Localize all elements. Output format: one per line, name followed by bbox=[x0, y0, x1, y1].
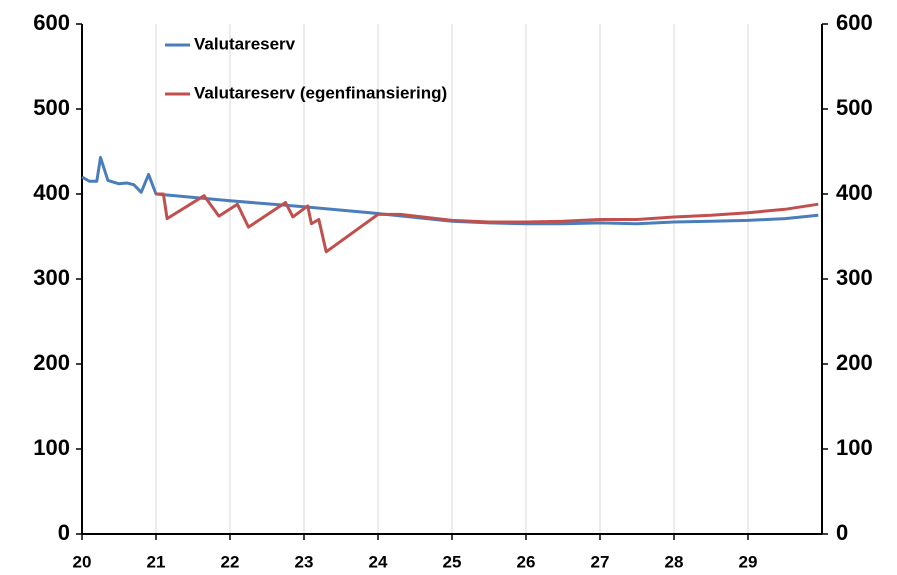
y-tick-label: 400 bbox=[33, 180, 70, 205]
x-tick-label: 21 bbox=[147, 552, 166, 571]
x-tick-label: 28 bbox=[665, 552, 684, 571]
x-tick-label: 20 bbox=[73, 552, 92, 571]
x-tick-label: 26 bbox=[517, 552, 536, 571]
y-tick-label: 100 bbox=[33, 435, 70, 460]
x-tick-label: 22 bbox=[221, 552, 240, 571]
y2-tick-label: 400 bbox=[836, 180, 873, 205]
x-tick-label: 23 bbox=[295, 552, 314, 571]
y-tick-label: 200 bbox=[33, 350, 70, 375]
legend-label: Valutareserv (egenfinansiering) bbox=[194, 83, 447, 102]
y-tick-label: 300 bbox=[33, 265, 70, 290]
x-tick-label: 27 bbox=[591, 552, 610, 571]
y2-tick-label: 100 bbox=[836, 435, 873, 460]
y-tick-label: 0 bbox=[58, 520, 70, 545]
y2-tick-label: 200 bbox=[836, 350, 873, 375]
series-line bbox=[156, 192, 819, 254]
y2-tick-label: 500 bbox=[836, 95, 873, 120]
y2-tick-label: 600 bbox=[836, 10, 873, 35]
y-tick-label: 500 bbox=[33, 95, 70, 120]
legend-label: Valutareserv bbox=[194, 34, 296, 53]
y-tick-label: 600 bbox=[33, 10, 70, 35]
series-line bbox=[81, 155, 819, 226]
y2-tick-label: 0 bbox=[836, 520, 848, 545]
y2-tick-label: 300 bbox=[836, 265, 873, 290]
x-tick-label: 25 bbox=[443, 552, 462, 571]
x-tick-label: 24 bbox=[369, 552, 388, 571]
x-tick-label: 29 bbox=[739, 552, 758, 571]
